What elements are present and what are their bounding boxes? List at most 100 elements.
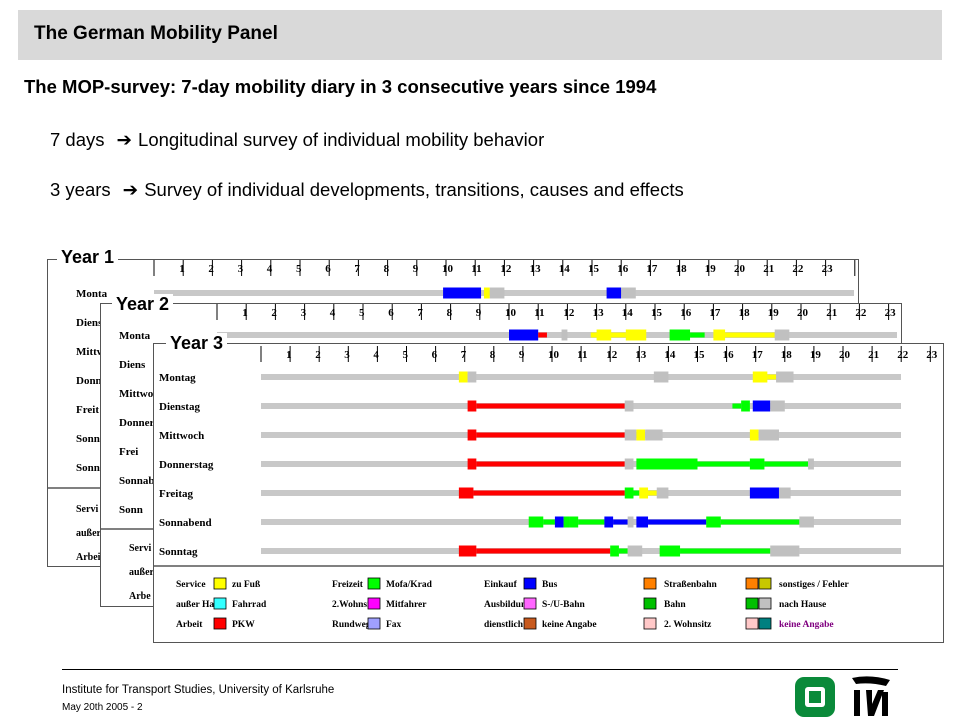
trip-segment — [596, 329, 612, 341]
hour-label: 6 — [388, 307, 394, 319]
hour-label: 3 — [301, 307, 307, 319]
trip-segment — [636, 458, 698, 470]
trip-segment — [749, 487, 779, 499]
day-label: Mittwo — [119, 388, 154, 400]
hour-label: 11 — [577, 349, 587, 361]
legend-category: Einkauf — [484, 580, 518, 590]
legend-swatch — [758, 597, 772, 610]
legend-entry: Mitfahrer — [386, 600, 427, 610]
hour-label: 6 — [325, 263, 331, 275]
hour-label: 15 — [694, 349, 706, 361]
hour-label: 10 — [548, 349, 560, 361]
legend-category: 2. Wohnsitz — [664, 620, 712, 630]
day-label: Dienstag — [159, 401, 200, 413]
legend-swatch — [213, 617, 227, 630]
hour-label: 5 — [359, 307, 365, 319]
hour-label: 23 — [926, 349, 938, 361]
hour-label: 14 — [664, 349, 676, 361]
year2-label: Year 2 — [112, 294, 174, 315]
legend-swatch — [367, 617, 381, 630]
hour-label: 17 — [709, 307, 721, 319]
legend-entry: sonstiges / Fehler — [779, 580, 849, 590]
hour-label: 22 — [792, 263, 804, 275]
trip-segment — [653, 371, 669, 383]
day-label: Sonn — [119, 504, 143, 516]
trip-segment — [483, 287, 490, 299]
hour-label: 1 — [242, 307, 248, 319]
trip-segment — [627, 545, 643, 557]
hour-label: 15 — [651, 307, 663, 319]
hour-label: 17 — [752, 349, 764, 361]
day-label: Monta — [119, 330, 151, 342]
trip-segment — [606, 287, 622, 299]
hour-label: 3 — [344, 349, 350, 361]
trip-segment — [767, 374, 777, 380]
hour-label: 5 — [403, 349, 409, 361]
trip-segment — [713, 329, 726, 341]
arrow-icon: ➔ — [122, 180, 139, 201]
trip-segment — [618, 548, 628, 554]
legend-swatch — [213, 577, 227, 590]
hour-label: 10 — [442, 263, 454, 275]
footer-institute: Institute for Transport Studies, Univers… — [62, 684, 335, 696]
legend-swatch — [523, 617, 537, 630]
hour-label: 20 — [797, 307, 809, 319]
trip-segment — [752, 400, 771, 412]
trip-segment — [636, 516, 649, 528]
hour-label: 21 — [826, 307, 837, 319]
trip-segment — [808, 458, 814, 470]
trip-segment — [776, 371, 794, 383]
trip-segment — [476, 548, 611, 554]
hour-label: 14 — [622, 307, 634, 319]
legend-category: Service — [176, 580, 206, 590]
hour-label: 1 — [286, 349, 292, 361]
day-label: Frei — [119, 446, 138, 458]
footer-divider — [62, 669, 898, 670]
year1-label: Year 1 — [57, 247, 119, 268]
hour-label: 20 — [839, 349, 851, 361]
trip-segment — [720, 519, 800, 525]
legend-entry: S-/U-Bahn — [542, 600, 585, 610]
legend-swatch — [213, 597, 227, 610]
trip-segment — [543, 519, 555, 525]
trip-segment — [774, 329, 790, 341]
hour-label: 9 — [476, 307, 482, 319]
legend-swatch — [643, 577, 657, 590]
trip-segment — [473, 490, 625, 496]
trip-segment — [467, 429, 477, 441]
bullet-left: 3 years — [50, 179, 111, 200]
legend-entry: PKW — [232, 620, 255, 630]
day-label: Freitag — [159, 488, 194, 500]
day-label: Mittwoch — [159, 430, 204, 442]
trip-segment — [648, 519, 707, 525]
trip-segment — [458, 545, 477, 557]
day-label: Sonnab — [119, 475, 154, 487]
hour-label: 15 — [588, 263, 600, 275]
trip-segment — [624, 429, 637, 441]
hour-label: 4 — [267, 263, 273, 275]
trip-segment — [476, 403, 625, 409]
legend-label: Arbei — [76, 552, 101, 563]
legend-category: 2.Wohnsitz — [332, 600, 378, 610]
trip-segment — [690, 332, 705, 338]
hour-label: 12 — [563, 307, 575, 319]
trip-segment — [458, 371, 468, 383]
day-label: Sonntag — [159, 546, 198, 558]
trip-segment — [680, 548, 771, 554]
hour-label: 16 — [617, 263, 629, 275]
trip-segment — [528, 516, 544, 528]
legend-category: Straßenbahn — [664, 580, 718, 590]
trip-segment — [476, 432, 625, 438]
trip-segment — [578, 519, 605, 525]
legend-swatch — [523, 597, 537, 610]
trip-segment — [778, 487, 791, 499]
day-label: Sonnabend — [159, 517, 212, 529]
trip-segment — [758, 429, 779, 441]
legend-swatch — [745, 577, 759, 590]
hour-label: 13 — [635, 349, 647, 361]
legend-swatch — [523, 577, 537, 590]
trip-segment — [770, 545, 800, 557]
trip-segment — [476, 461, 625, 467]
trip-segment — [725, 332, 775, 338]
hour-label: 16 — [680, 307, 692, 319]
